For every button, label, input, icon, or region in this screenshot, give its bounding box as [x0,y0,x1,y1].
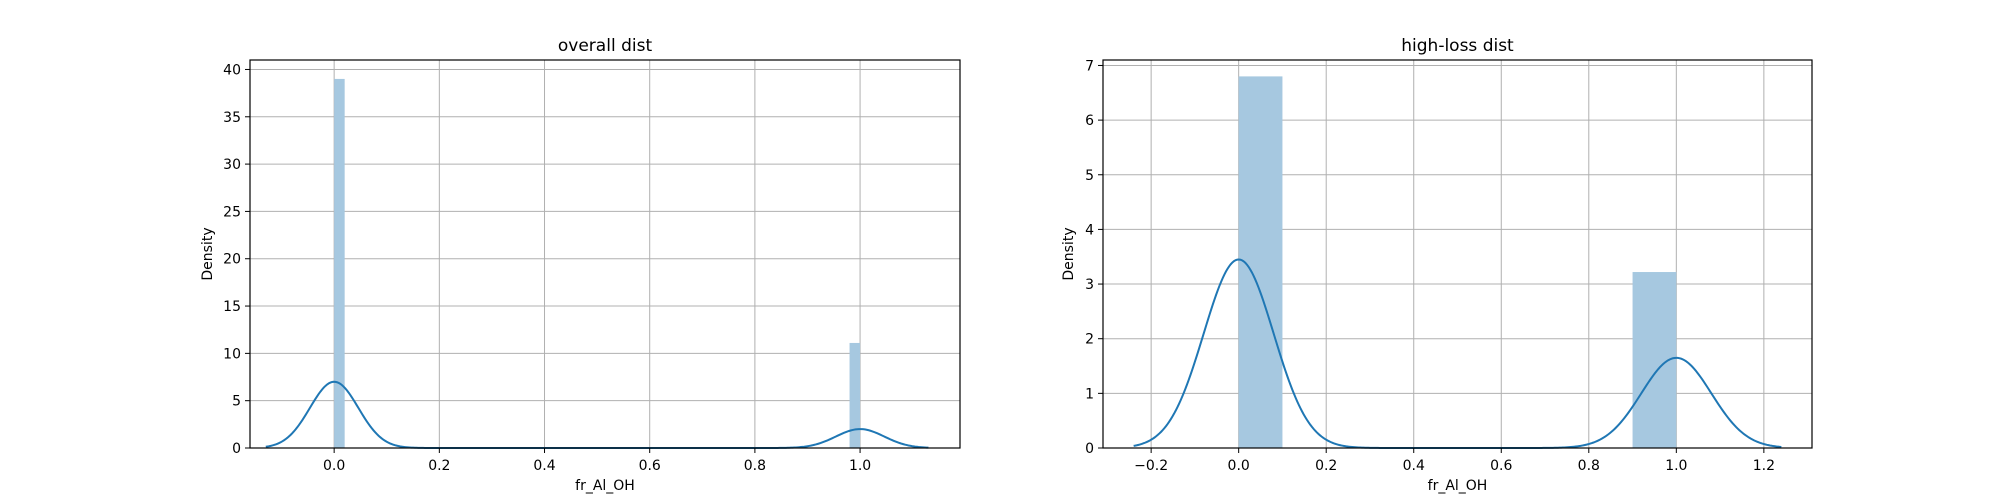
x-tick-label: 0.2 [428,458,450,474]
y-tick-label: 7 [1085,58,1094,74]
y-tick-label: 4 [1085,222,1094,238]
x-tick-label: −0.2 [1134,458,1168,474]
y-axis-label: Density [1061,227,1077,280]
y-tick-label: 30 [223,157,241,173]
x-tick-label: 0.4 [1403,458,1425,474]
x-tick-label: 0.6 [1490,458,1512,474]
histogram-bar [849,342,861,448]
y-tick-label: 0 [232,441,241,457]
x-tick-label: 0.0 [1228,458,1250,474]
y-tick-label: 3 [1085,277,1094,293]
x-axis-label: fr_Al_OH [1428,478,1488,494]
x-tick-label: 1.0 [1665,458,1687,474]
chart-title: high-loss dist [1401,36,1514,56]
x-tick-label: 0.2 [1315,458,1337,474]
plot-frame [249,59,961,449]
x-tick-label: 0.6 [639,458,661,474]
y-tick-label: 2 [1085,332,1094,348]
y-tick-label: 25 [223,204,241,220]
chart-title: overall dist [558,36,653,56]
x-tick-label: 0.8 [744,458,766,474]
y-tick-label: 10 [223,346,241,362]
y-tick-label: 5 [1085,168,1094,184]
y-tick-label: 20 [223,252,241,268]
x-tick-label: 1.2 [1753,458,1775,474]
y-tick-label: 5 [232,394,241,410]
y-tick-label: 35 [223,110,241,126]
x-axis-label: fr_Al_OH [575,478,635,494]
x-tick-label: 0.8 [1578,458,1600,474]
x-tick-label: 1.0 [849,458,871,474]
x-tick-label: 0.0 [323,458,345,474]
y-axis-label: Density [200,227,216,280]
plot-frame [1102,59,1813,449]
y-tick-label: 40 [223,62,241,78]
panel-high-loss-dist: −0.2 0.0 0.2 0.4 0.6 0.8 1.0 1.2 0 1 2 3 4 5 6 7 high-lo… [1061,36,1813,494]
y-tick-label: 6 [1085,113,1094,129]
y-tick-label: 1 [1085,386,1094,402]
y-tick-label: 0 [1085,441,1094,457]
histogram-bar [334,78,345,449]
y-tick-label: 15 [223,299,241,315]
kde-curve [265,380,929,449]
x-tick-label: 0.4 [533,458,555,474]
panel-overall-dist: 0.0 0.2 0.4 0.6 0.8 1.0 0 5 10 15 20 25 30 35 40 overal… [200,36,961,494]
kde-curve [1133,258,1782,449]
